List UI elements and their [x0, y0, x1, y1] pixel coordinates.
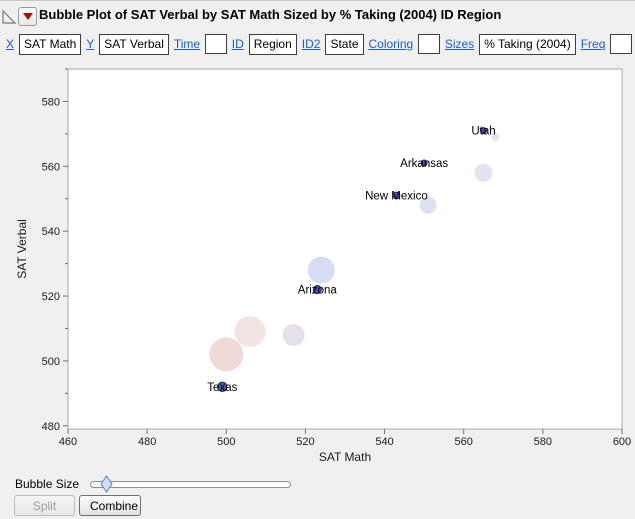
role-box-x[interactable]: SAT Math — [19, 33, 82, 55]
report-header: Bubble Plot of SAT Verbal by SAT Math Si… — [0, 4, 635, 28]
plot-frame — [67, 68, 623, 430]
y-axis-tick-label: 560 — [42, 161, 60, 173]
y-axis-tick-label: 500 — [42, 356, 60, 368]
role-link-id2[interactable]: ID2 — [301, 37, 321, 51]
combine-button[interactable]: Combine — [79, 495, 141, 516]
x-axis-tick-label: 500 — [217, 436, 235, 448]
region-bubble[interactable] — [491, 133, 500, 142]
y-axis-tick-label: 540 — [42, 226, 60, 238]
role-box-id[interactable]: Region — [248, 33, 297, 55]
region-bubble[interactable] — [209, 337, 244, 372]
report-title: Bubble Plot of SAT Verbal by SAT Math Si… — [39, 7, 502, 22]
state-point-new-mexico[interactable] — [392, 191, 401, 200]
role-box-freq[interactable] — [610, 34, 633, 54]
red-triangle-menu-button[interactable] — [18, 7, 37, 26]
x-axis-tick-label: 480 — [138, 436, 156, 448]
y-axis-tick-label: 580 — [42, 96, 60, 108]
role-link-y[interactable]: Y — [86, 37, 95, 51]
role-link-x[interactable]: X — [6, 37, 15, 51]
state-label: Arizona — [298, 285, 338, 297]
region-bubble[interactable] — [474, 163, 493, 182]
split-button[interactable]: Split — [14, 495, 75, 516]
role-box-time[interactable] — [205, 34, 227, 54]
state-point-utah[interactable] — [480, 127, 487, 135]
x-axis-tick-label: 540 — [375, 436, 393, 448]
role-box-coloring[interactable] — [418, 34, 440, 54]
role-link-id[interactable]: ID — [231, 37, 244, 51]
bubble-size-slider-thumb[interactable] — [100, 475, 113, 493]
role-box-y[interactable]: SAT Verbal — [99, 33, 169, 55]
role-link-coloring[interactable]: Coloring — [368, 37, 414, 51]
y-axis-tick-label: 520 — [42, 291, 60, 303]
state-label: Utah — [471, 126, 495, 138]
state-point-arizona[interactable] — [312, 285, 322, 295]
disclosure-triangle-icon[interactable] — [1, 8, 17, 24]
role-box-id2[interactable]: State — [325, 33, 364, 55]
region-bubble[interactable] — [307, 256, 335, 284]
x-axis-tick-label: 460 — [59, 436, 77, 448]
role-assignment-strip: X SAT Math Y SAT Verbal Time ID Region ID2 State… — [6, 32, 633, 56]
state-label: New Mexico — [365, 190, 428, 202]
y-axis-title: SAT Verbal — [15, 219, 29, 279]
x-axis-tick-label: 580 — [534, 436, 552, 448]
state-point-arkansas[interactable] — [420, 159, 428, 167]
region-bubble[interactable] — [282, 323, 305, 346]
bubble-size-slider-track[interactable] — [90, 481, 291, 488]
y-axis-tick-label: 480 — [42, 421, 60, 433]
role-link-time[interactable]: Time — [173, 37, 201, 51]
role-box-sizes[interactable]: % Taking (2004) — [479, 33, 576, 55]
region-bubble[interactable] — [419, 196, 437, 214]
bubble-size-label: Bubble Size — [15, 477, 80, 491]
x-axis-title: SAT Math — [319, 450, 371, 464]
x-axis-tick-label: 520 — [296, 436, 314, 448]
region-bubble[interactable] — [234, 316, 266, 348]
state-label: Arkansas — [400, 158, 448, 170]
role-link-freq[interactable]: Freq — [580, 37, 606, 51]
x-axis-tick-label: 560 — [455, 436, 473, 448]
red-triangle-icon — [22, 13, 33, 20]
state-label: Texas — [207, 382, 237, 394]
x-axis-tick-label: 600 — [613, 436, 631, 448]
role-link-sizes[interactable]: Sizes — [444, 37, 475, 51]
state-point-texas[interactable] — [217, 381, 228, 393]
